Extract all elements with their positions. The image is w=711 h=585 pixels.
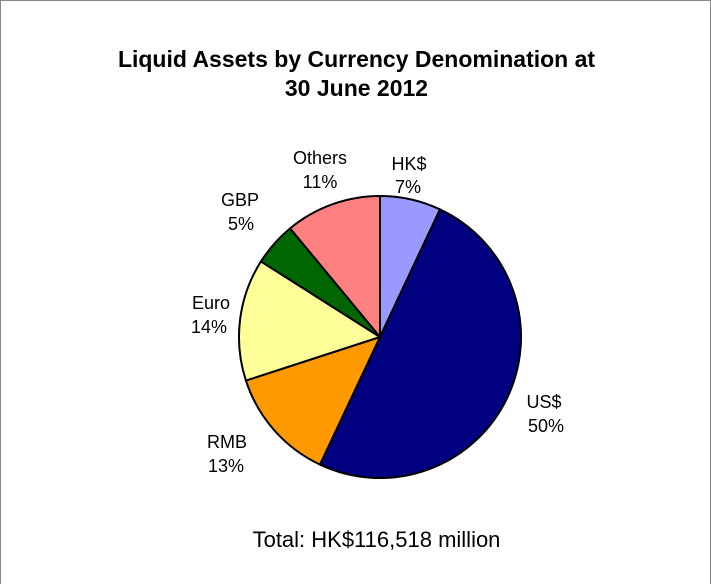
pie-slice-rmb	[244, 335, 382, 466]
chart-title-line-2: 30 June 2012	[284, 75, 429, 101]
slice-value-gbp: 5%	[228, 214, 254, 234]
chart-title-line-1: Liquid Assets by Currency Denomination a…	[117, 46, 596, 72]
slice-value-rmb: 13%	[208, 456, 244, 476]
slice-value-us: 50%	[528, 416, 564, 436]
slice-value-others: 11%	[303, 172, 338, 192]
slice-label-gbp: GBP	[221, 190, 259, 210]
chart-total: Total: HK$116,518 million	[252, 527, 501, 552]
pie-slice-euro	[238, 260, 383, 382]
chart-title: Liquid Assets by Currency Denomination a…	[1, 45, 711, 103]
slice-label-rmb: RMB	[207, 432, 247, 452]
slice-value-hk: 7%	[395, 177, 421, 197]
slice-label-us: US$	[526, 392, 561, 412]
slice-label-others: Others	[293, 148, 347, 168]
slice-value-euro: 14%	[191, 317, 227, 337]
pie-slice-others	[288, 194, 381, 340]
pie-slice-us	[318, 208, 522, 479]
slice-label-euro: Euro	[192, 293, 230, 313]
slice-label-hk: HK$	[391, 154, 426, 174]
